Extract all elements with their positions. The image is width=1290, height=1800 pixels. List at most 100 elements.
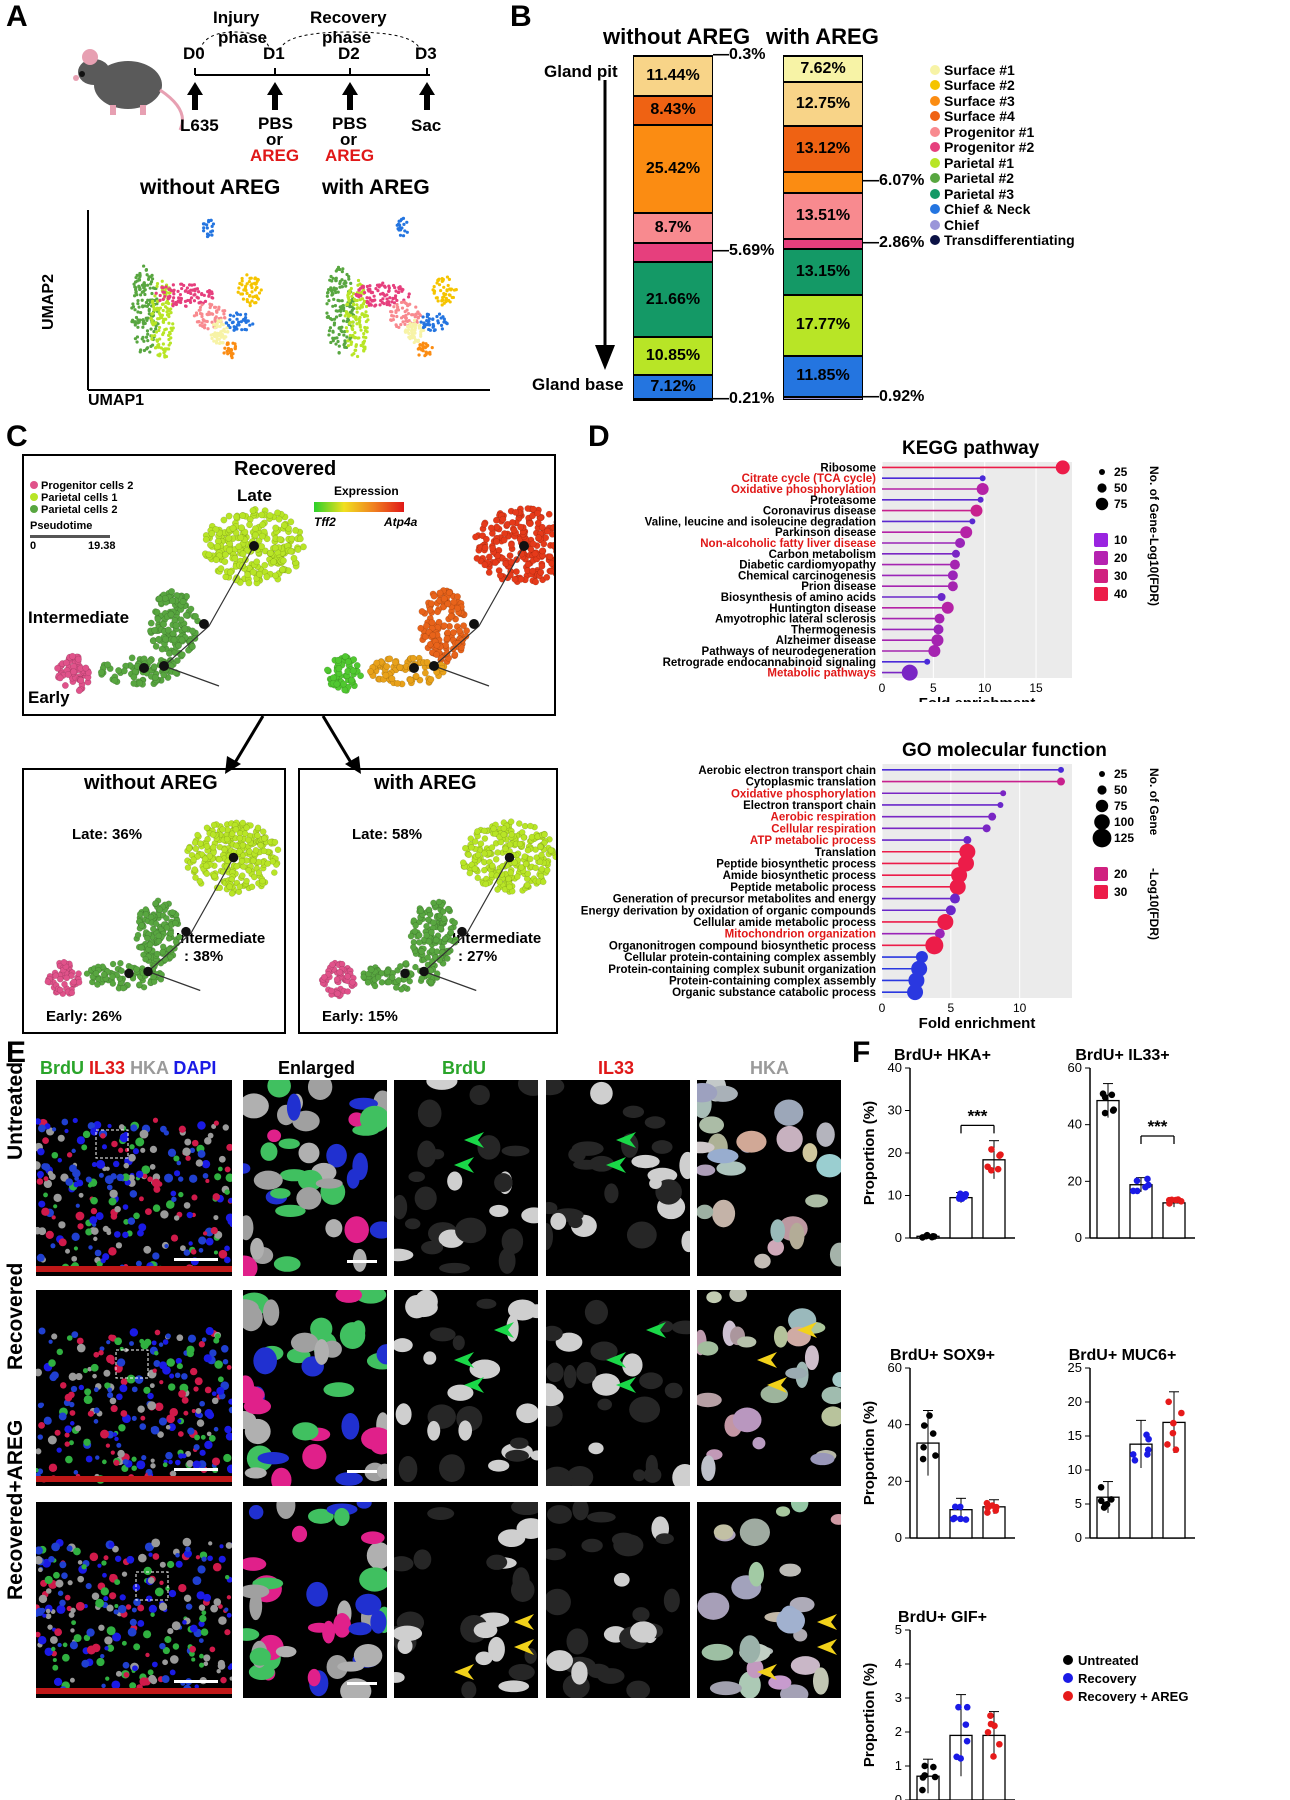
segment-label: 10.85% [645,346,701,364]
y-tick-label: 2 [895,1724,902,1739]
cell-type-legend: Progenitor cells 2 Parietal cells 1 Pari… [30,480,133,552]
legend-label: Recovery [1078,1671,1137,1686]
bar-segment: 17.77% [783,294,863,356]
arrowhead-icon [757,1664,777,1680]
treatment-label: or [340,130,357,149]
x-tick-label: 5 [947,1001,954,1015]
lollipop-dot [1056,777,1065,786]
lollipop-dot [924,658,931,665]
stage-intermediate: Intermediate [28,608,130,627]
stain-legend: BrdU IL33 HKA DAPI [40,1058,216,1079]
phase-label: Injury [213,8,260,27]
data-point [1166,1200,1173,1207]
zoom-region-box [135,1571,169,1601]
size-legend-label: 50 [1114,481,1128,495]
color-legend-title: -Log10(FDR) [1147,868,1160,940]
data-point [963,1703,971,1711]
segment-label: 13.12% [795,140,851,157]
term-label: Cellular amide metabolic process [693,917,876,929]
lollipop-dot [970,504,983,517]
color-legend-label: 30 [1114,569,1128,583]
umap-title: without AREG [140,176,281,199]
legend-label: Parietal #2 [944,170,1015,187]
zoom-micrograph [546,1080,690,1276]
stain-il33: IL33 [89,1058,126,1078]
cluster-legend: Surface #1 Surface #2 Surface #3 Surface #4… [930,62,1075,248]
y-tick-label: 60 [888,1360,902,1375]
lollipop-dot [959,843,976,860]
data-point [955,1703,962,1711]
zoom-micrograph [394,1290,538,1486]
mouse-icon [73,49,184,131]
day-label: D1 [263,44,285,63]
arrowhead-icon [797,1322,817,1338]
legend-item: Surface #4 [930,108,1075,124]
color-legend-label: 10 [1114,533,1128,547]
term-label: Amide biosynthetic process [723,870,876,882]
row-label: Recovered+AREG [4,1419,27,1600]
zoom-micrograph [243,1290,387,1486]
data-point [929,1430,937,1437]
bar-segment: 8.43% [633,95,713,125]
lollipop-dot [947,570,958,581]
row-label: Recovered [4,1262,27,1370]
bar [949,1196,973,1239]
expression-colorbar [314,502,404,512]
term-label: Valine, leucine and isoleucine degradati… [645,516,876,528]
y-tick-label: 60 [1068,1060,1082,1075]
y-tick-label: 3 [895,1690,902,1705]
legend-label: Surface #1 [944,61,1015,78]
day-label: D3 [415,44,437,63]
phase-label: phase [322,28,372,47]
phase-label: Recovery [310,8,387,27]
color-legend-swatch [1094,551,1108,565]
arrowhead-icon [454,1352,474,1368]
panel-label-d: D [588,420,610,453]
data-point [1108,1496,1115,1503]
term-label: Mitochondrion organization [725,929,876,941]
lollipop-dot [933,624,944,635]
bar-segment: 12.75% [783,82,863,127]
lollipop-dot [901,664,918,681]
scale-bar [174,1680,218,1683]
arrowhead-icon [646,1322,666,1338]
y-axis-label: Proportion (%) [861,1401,878,1505]
size-legend-dot [1095,799,1109,813]
legend-dot-icon [30,505,38,513]
zoom-micrograph [546,1290,690,1486]
lollipop-dot [945,905,956,916]
y-tick-label: 0 [895,1530,902,1545]
legend-label: Surface #2 [944,77,1015,94]
arrowhead-icon [616,1377,636,1393]
legend-item: Transdifferentiating [930,232,1075,248]
term-label: Pathways of neurodegeneration [702,646,876,658]
segment-outside-label: —6.07% [863,172,925,190]
term-label: Cytoplasmic translation [746,777,876,789]
data-point [1169,1429,1177,1437]
legend-dot-icon [1063,1691,1073,1701]
data-point [919,1455,927,1463]
micrograph-grid [36,1080,841,1698]
x-tick-label: 15 [1029,681,1043,695]
x-axis-label: Fold enrichment [919,1015,1036,1030]
data-point [1100,1504,1108,1511]
data-point [1144,1175,1151,1183]
term-label: Citrate cycle (TCA cycle) [742,473,877,485]
bar-segment [783,171,863,193]
chart-title: GO molecular function [902,740,1107,761]
legend-dot-icon [930,80,940,91]
data-point [955,1195,963,1202]
data-point [1165,1398,1172,1406]
legend-label: Parietal #1 [944,154,1015,171]
segment-outside-label: —0.21% [713,389,775,407]
legend-dot-icon [930,204,940,215]
zoom-micrograph [546,1502,690,1698]
chart-title: BrdU+ MUC6+ [1069,1347,1177,1364]
legend-item: Parietal #3 [930,186,1075,202]
y-tick-label: 20 [1068,1394,1082,1409]
zoom-micrograph [697,1502,841,1698]
scale-bar [347,1260,377,1263]
y-tick-label: 1 [895,1758,902,1773]
lollipop-dot [915,951,928,964]
